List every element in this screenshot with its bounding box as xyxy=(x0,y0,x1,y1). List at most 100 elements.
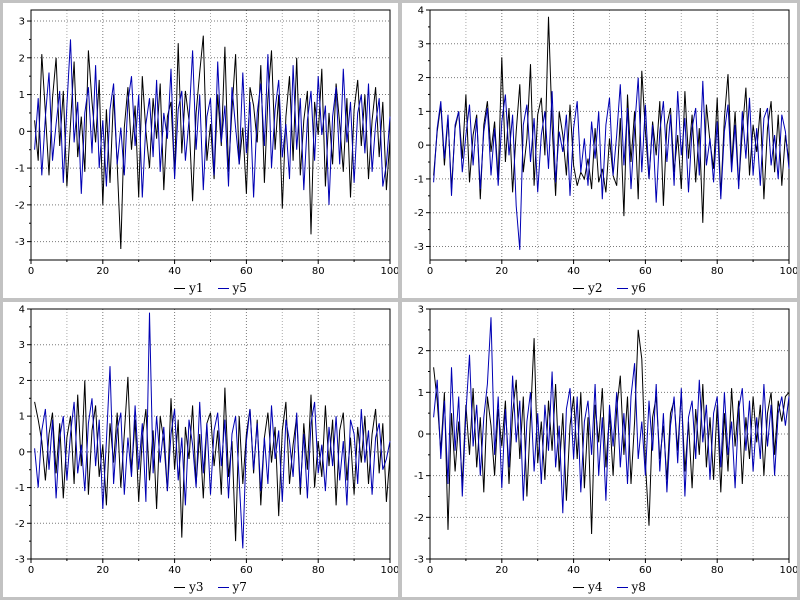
subplot-3[interactable]: 0 20 40 60 80 100 4 3 2 1 0 -1 -2 -3 y3 y7 xyxy=(3,302,398,597)
legend-3: y3 y7 xyxy=(3,577,398,597)
x-tick-label: 20 xyxy=(495,565,508,576)
legend-label-y6: y6 xyxy=(631,281,646,295)
series-line-y1[interactable] xyxy=(34,35,391,250)
plot-area-2[interactable]: 0 20 40 60 80 100 4 3 2 1 0 -1 -2 -3 xyxy=(402,3,797,278)
y-tick-label: -3 xyxy=(414,242,424,253)
legend-4: y4 y8 xyxy=(402,577,797,597)
series-line-y8[interactable] xyxy=(433,317,790,514)
y-tick-label: 3 xyxy=(418,305,424,316)
x-tick-label: 100 xyxy=(380,565,398,576)
legend-dash-y5 xyxy=(217,287,229,289)
legend-2: y2 y6 xyxy=(402,278,797,298)
x-tick-label: 80 xyxy=(711,565,724,576)
y-tick-label: 2 xyxy=(418,346,424,357)
legend-label-y5: y5 xyxy=(232,281,247,295)
x-tick-label: 0 xyxy=(427,565,433,576)
y-tick-label: -1 xyxy=(15,483,25,494)
y-tick-label: -3 xyxy=(15,555,25,566)
legend-dash-y8 xyxy=(616,586,628,588)
y-tick-label: 1 xyxy=(19,90,25,101)
legend-item-y1[interactable]: y1 xyxy=(174,281,204,295)
x-tick-label: 100 xyxy=(380,266,398,277)
y-tick-label: -3 xyxy=(15,237,25,248)
y-tick-label: 4 xyxy=(418,6,424,17)
legend-label-y7: y7 xyxy=(232,580,247,594)
subplot-1[interactable]: 0 20 40 60 80 100 3 2 1 0 -1 -2 -3 y1 y5 xyxy=(3,3,398,298)
x-tick-label: 40 xyxy=(567,266,580,277)
y-tick-label: 3 xyxy=(19,17,25,28)
x-tick-label: 80 xyxy=(312,266,325,277)
y-tick-label: 1 xyxy=(19,412,25,423)
legend-label-y1: y1 xyxy=(189,281,204,295)
x-tick-label: 60 xyxy=(639,565,652,576)
legend-dash-y3 xyxy=(174,586,186,588)
legend-item-y8[interactable]: y8 xyxy=(616,580,646,594)
legend-item-y4[interactable]: y4 xyxy=(573,580,603,594)
y-tick-label: 2 xyxy=(19,376,25,387)
y-tick-label: 4 xyxy=(19,305,25,316)
legend-label-y3: y3 xyxy=(189,580,204,594)
y-tick-label: -2 xyxy=(15,519,25,530)
y-tick-label: -1 xyxy=(414,471,424,482)
y-tick-label: -2 xyxy=(414,513,424,524)
plot-area-4[interactable]: 0 20 40 60 80 100 3 2 1 0 -1 -2 -3 xyxy=(402,302,797,577)
plot-area-3[interactable]: 0 20 40 60 80 100 4 3 2 1 0 -1 -2 -3 xyxy=(3,302,398,577)
y-tick-label: -1 xyxy=(414,174,424,185)
y-tick-label: 0 xyxy=(418,430,424,441)
legend-item-y7[interactable]: y7 xyxy=(217,580,247,594)
y-tick-label: 0 xyxy=(418,141,424,152)
axis-frame xyxy=(429,308,790,560)
x-tick-label: 60 xyxy=(639,266,652,277)
x-tick-label: 100 xyxy=(779,565,797,576)
y-tick-label: 2 xyxy=(19,53,25,64)
x-tick-label: 80 xyxy=(711,266,724,277)
y-tick-label: -2 xyxy=(414,208,424,219)
legend-item-y6[interactable]: y6 xyxy=(616,281,646,295)
x-tick-label: 0 xyxy=(28,266,34,277)
y-tick-label: 0 xyxy=(19,127,25,138)
y-tick-label: 2 xyxy=(418,73,424,84)
y-tick-label: 1 xyxy=(418,388,424,399)
legend-dash-y6 xyxy=(616,287,628,289)
x-tick-label: 20 xyxy=(96,266,109,277)
x-tick-label: 60 xyxy=(240,266,253,277)
plot-area-1[interactable]: 0 20 40 60 80 100 3 2 1 0 -1 -2 -3 xyxy=(3,3,398,278)
x-tick-label: 80 xyxy=(312,565,325,576)
x-tick-label: 40 xyxy=(567,565,580,576)
y-tick-label: -3 xyxy=(414,555,424,566)
legend-item-y2[interactable]: y2 xyxy=(573,281,603,295)
y-tick-label: -1 xyxy=(15,164,25,175)
series-line-y5[interactable] xyxy=(34,39,391,205)
legend-dash-y4 xyxy=(573,586,585,588)
x-tick-label: 20 xyxy=(96,565,109,576)
y-tick-label: 1 xyxy=(418,107,424,118)
legend-label-y4: y4 xyxy=(588,580,603,594)
legend-label-y8: y8 xyxy=(631,580,646,594)
y-tick-label: 0 xyxy=(19,447,25,458)
legend-dash-y1 xyxy=(174,287,186,289)
x-tick-label: 20 xyxy=(495,266,508,277)
series-line-y6[interactable] xyxy=(433,77,790,250)
legend-item-y3[interactable]: y3 xyxy=(174,580,204,594)
y-tick-label: -2 xyxy=(15,200,25,211)
legend-dash-y2 xyxy=(573,287,585,289)
axis-frame xyxy=(30,308,391,560)
legend-item-y5[interactable]: y5 xyxy=(217,281,247,295)
axis-frame xyxy=(30,9,391,261)
x-tick-label: 40 xyxy=(168,565,181,576)
subplot-4[interactable]: 0 20 40 60 80 100 3 2 1 0 -1 -2 -3 y4 y8 xyxy=(402,302,797,597)
y-tick-label: 3 xyxy=(418,39,424,50)
x-tick-label: 100 xyxy=(779,266,797,277)
legend-1: y1 y5 xyxy=(3,278,398,298)
x-tick-label: 0 xyxy=(427,266,433,277)
series-line-y2[interactable] xyxy=(433,16,790,223)
x-tick-label: 0 xyxy=(28,565,34,576)
legend-dash-y7 xyxy=(217,586,229,588)
legend-label-y2: y2 xyxy=(588,281,603,295)
series-line-y4[interactable] xyxy=(433,329,790,535)
y-tick-label: 3 xyxy=(19,340,25,351)
subplot-2[interactable]: 0 20 40 60 80 100 4 3 2 1 0 -1 -2 -3 y2 y6 xyxy=(402,3,797,298)
series-line-y7[interactable] xyxy=(34,312,391,549)
x-tick-label: 40 xyxy=(168,266,181,277)
